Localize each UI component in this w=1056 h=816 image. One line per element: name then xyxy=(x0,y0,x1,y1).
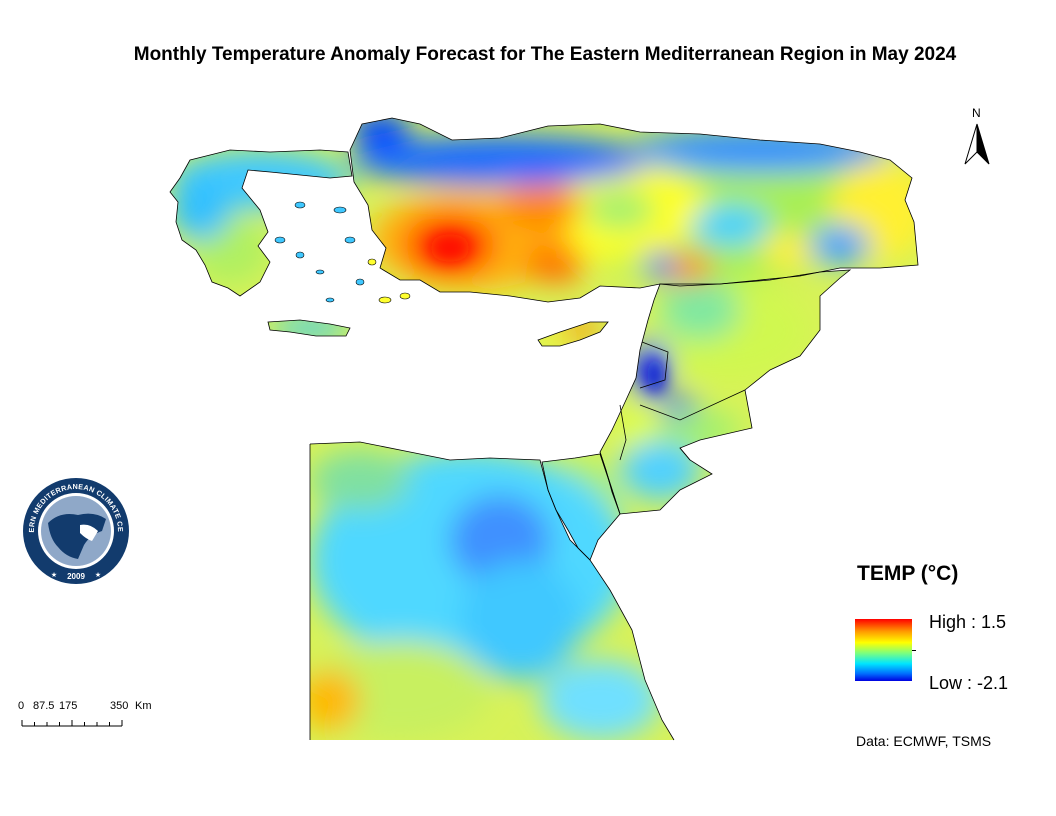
scale-bar: 0 87.5 175 350 Km xyxy=(18,700,158,736)
scale-label: Km xyxy=(135,700,152,712)
map-title: Monthly Temperature Anomaly Forecast for… xyxy=(133,44,957,65)
legend-tick xyxy=(912,650,916,651)
climate-centre-logo-icon: EASTERN MEDITERRANEAN CLIMATE CENTRE 200… xyxy=(20,475,131,586)
north-arrow: N xyxy=(960,106,994,170)
logo-year: 2009 xyxy=(67,572,85,581)
legend-low-label: Low : -2.1 xyxy=(929,673,1009,693)
scale-label: 87.5 xyxy=(33,700,55,712)
scale-label: 350 xyxy=(110,700,129,712)
north-label: N xyxy=(972,106,981,120)
svg-text:★: ★ xyxy=(51,571,57,579)
north-arrow-icon xyxy=(964,123,990,165)
data-source: Data: ECMWF, TSMS xyxy=(856,733,992,749)
legend-color-ramp xyxy=(855,619,912,681)
scale-label: 0 xyxy=(18,700,25,712)
scale-bar-graphic xyxy=(21,720,123,727)
legend-high-label: High : 1.5 xyxy=(929,612,1007,632)
legend-title: TEMP (°C) xyxy=(857,562,959,585)
scale-label: 175 xyxy=(59,700,78,712)
svg-text:★: ★ xyxy=(95,571,101,579)
